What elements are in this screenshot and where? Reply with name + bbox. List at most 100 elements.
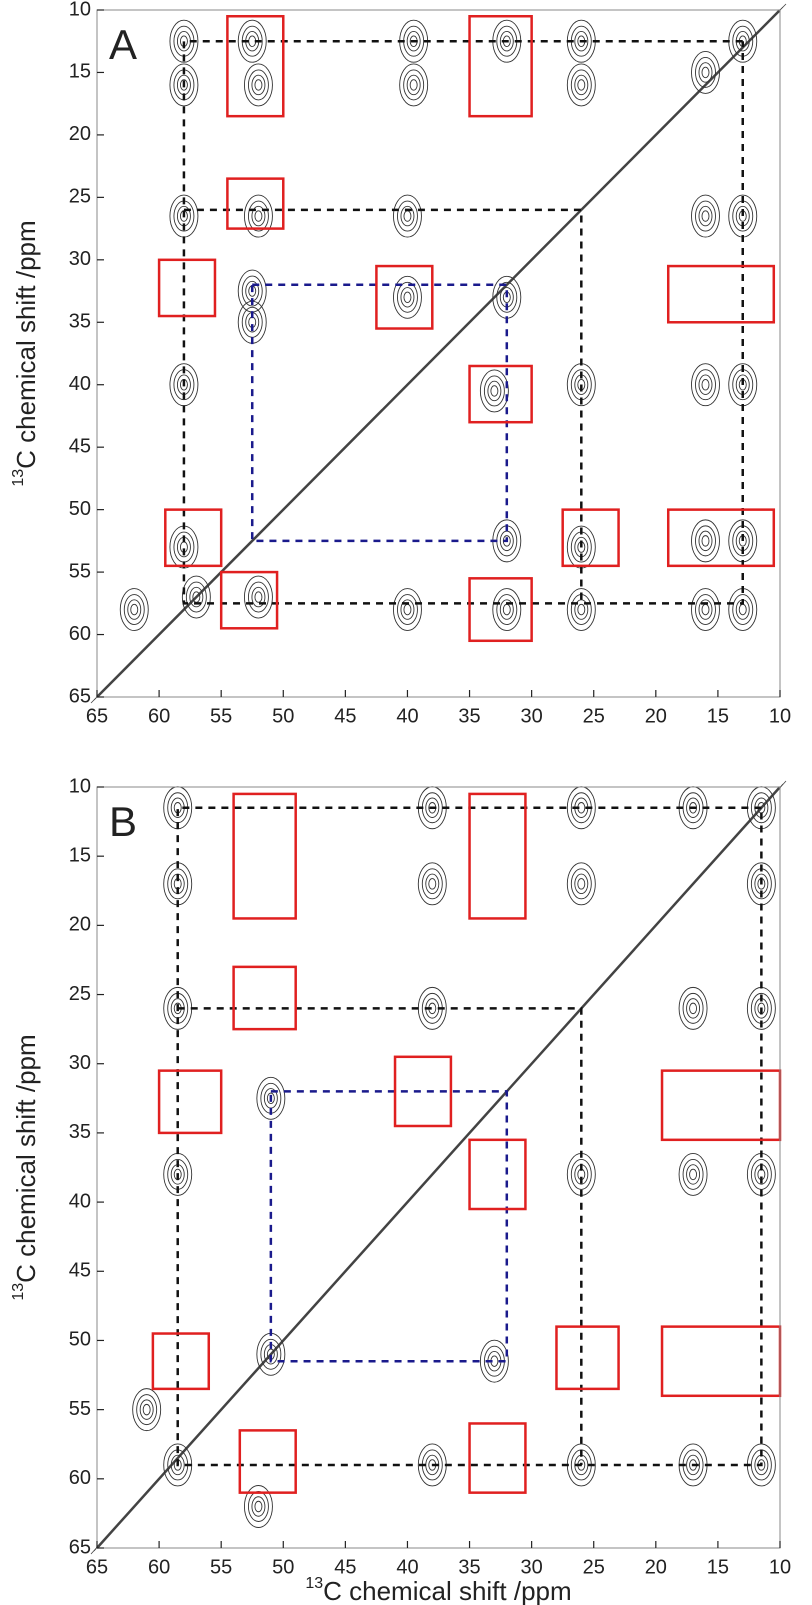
x-tick-label: 55 bbox=[210, 1556, 232, 1578]
contour-peak bbox=[132, 1388, 162, 1432]
y-tick-label: 35 bbox=[69, 311, 91, 333]
panel: 65 60 55 50 45 40 35 30 25 20 15 10 10 15 20 25 30 35 40 45… bbox=[10, 775, 791, 1605]
contour-peak bbox=[406, 74, 421, 96]
panel-label: A bbox=[109, 21, 137, 68]
contour-peak bbox=[691, 519, 720, 563]
highlight-box bbox=[666, 508, 776, 568]
contour-peak bbox=[127, 599, 142, 620]
contour-peak bbox=[417, 862, 447, 906]
contour-peak bbox=[397, 594, 418, 626]
contour-peak bbox=[566, 63, 596, 107]
contour-peak bbox=[695, 200, 716, 232]
contour-peak bbox=[732, 594, 754, 626]
contour-peak bbox=[695, 525, 716, 557]
contour-peak bbox=[698, 599, 713, 620]
contour-peak bbox=[179, 79, 188, 91]
y-axis-label: 13C chemical shift /ppm bbox=[10, 220, 41, 486]
contour-peak bbox=[241, 275, 263, 307]
contour-peak bbox=[686, 1164, 701, 1185]
contour-peak bbox=[167, 868, 189, 900]
contour-peak bbox=[425, 797, 440, 818]
y-tick-label: 40 bbox=[69, 1190, 91, 1212]
contour-peak bbox=[686, 1454, 701, 1476]
contour-peak bbox=[266, 1092, 275, 1105]
connectivity-line bbox=[250, 283, 509, 543]
y-tick-label: 15 bbox=[69, 61, 91, 83]
contour-peak bbox=[689, 1168, 698, 1181]
contour-peak bbox=[403, 291, 412, 303]
contour-peak bbox=[691, 363, 720, 407]
connectivity-line bbox=[177, 1007, 583, 1465]
contour-peak bbox=[566, 588, 596, 632]
contour-peak bbox=[487, 380, 502, 402]
contour-peak bbox=[247, 69, 269, 101]
contour-peak bbox=[170, 1454, 185, 1476]
diagonal bbox=[102, 3, 787, 692]
contour-peak bbox=[399, 63, 429, 107]
y-tick-label: 45 bbox=[69, 1260, 91, 1282]
y-tick-label: 25 bbox=[69, 186, 91, 208]
contour-peak bbox=[400, 599, 415, 620]
contour-peak bbox=[698, 530, 713, 552]
contour-peak bbox=[185, 581, 207, 613]
contour-peak bbox=[682, 992, 704, 1024]
connectivity-line bbox=[183, 208, 583, 604]
contour-peak bbox=[577, 878, 586, 890]
x-tick-label: 30 bbox=[521, 1556, 543, 1578]
y-tick-label: 20 bbox=[69, 914, 91, 936]
contour-peak bbox=[479, 1339, 509, 1383]
contour-peak bbox=[247, 581, 269, 613]
contour-peak bbox=[139, 1399, 154, 1420]
contour-peak bbox=[686, 998, 701, 1019]
contour-peak bbox=[403, 69, 425, 101]
contour-peak bbox=[243, 575, 273, 619]
contour-peak bbox=[397, 281, 418, 313]
contour-peak bbox=[251, 74, 266, 96]
contour-peak bbox=[483, 375, 505, 407]
contour-peak bbox=[425, 873, 440, 895]
x-tick-label: 30 bbox=[521, 705, 543, 727]
plot-frame bbox=[96, 9, 781, 698]
contour-peak bbox=[169, 19, 199, 63]
contour-peak bbox=[393, 588, 422, 632]
y-tick-label: 55 bbox=[69, 560, 91, 582]
contour-peak bbox=[492, 588, 522, 632]
highlight-box bbox=[468, 14, 533, 118]
x-tick-label: 60 bbox=[148, 705, 170, 727]
x-tick-label: 25 bbox=[583, 1556, 605, 1578]
x-tick-label: 35 bbox=[458, 705, 480, 727]
contour-peak bbox=[247, 200, 269, 232]
y-tick-label: 65 bbox=[69, 685, 91, 707]
y-axis-label: 13C chemical shift /ppm bbox=[10, 1034, 41, 1300]
contour-peak bbox=[502, 603, 511, 616]
x-tick-label: 15 bbox=[707, 1556, 729, 1578]
plot-frame bbox=[96, 786, 781, 1549]
contour-peak bbox=[496, 281, 518, 313]
y-axis-label-isotope: 13 bbox=[10, 469, 27, 487]
contour-peak bbox=[496, 594, 518, 626]
contour-peak bbox=[254, 79, 263, 91]
contour-peak bbox=[189, 586, 204, 608]
panel-label: B bbox=[109, 798, 137, 845]
contour-peak bbox=[169, 63, 199, 107]
y-tick-label: 15 bbox=[69, 844, 91, 866]
contour-peak bbox=[570, 868, 592, 900]
x-tick-label: 55 bbox=[210, 705, 232, 727]
x-tick-label: 50 bbox=[272, 705, 294, 727]
highlight-box bbox=[151, 1332, 211, 1391]
y-axis-label-text: C chemical shift /ppm bbox=[11, 1034, 41, 1283]
y-tick-label: 35 bbox=[69, 1121, 91, 1143]
contour-peak bbox=[393, 194, 422, 238]
y-tick-label: 50 bbox=[69, 1329, 91, 1351]
contour-peak bbox=[393, 275, 422, 319]
connectivity-line bbox=[182, 39, 744, 605]
x-tick-label: 40 bbox=[396, 705, 418, 727]
x-tick-label: 20 bbox=[645, 705, 667, 727]
contour-peak bbox=[479, 369, 509, 413]
highlight-box bbox=[468, 1138, 527, 1211]
y-tick-label: 30 bbox=[69, 248, 91, 270]
highlight-box bbox=[555, 1325, 620, 1391]
contour-peak bbox=[577, 79, 586, 91]
y-tick-label: 10 bbox=[69, 775, 91, 797]
diagonal bbox=[102, 780, 787, 1543]
